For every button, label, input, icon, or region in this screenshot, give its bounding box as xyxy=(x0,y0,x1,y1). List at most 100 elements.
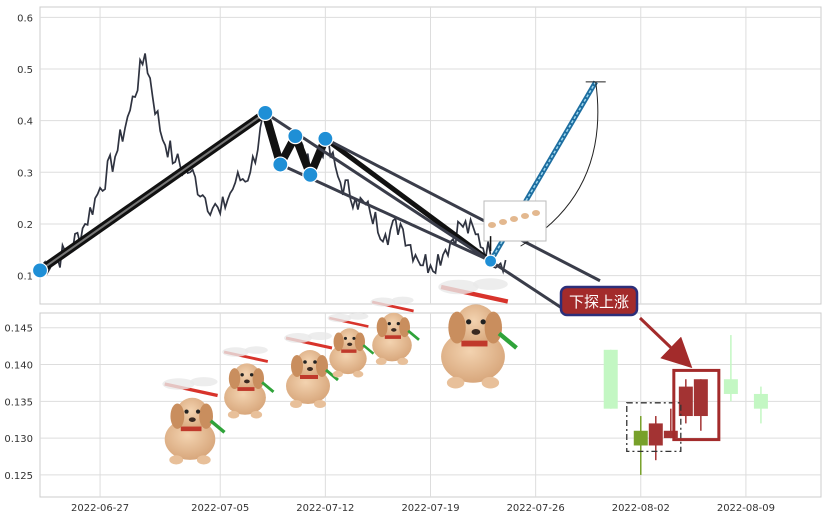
bottom-y-tick-label: 0.125 xyxy=(4,471,33,482)
pattern-point xyxy=(287,128,304,145)
propeller-wing xyxy=(370,297,396,307)
top-y-tick-label: 0.2 xyxy=(17,220,33,231)
puppy-paw xyxy=(332,370,343,378)
top-grid-x xyxy=(99,7,747,304)
puppy-toy xyxy=(362,344,375,355)
puppy-ear xyxy=(252,368,264,390)
puppy-ear xyxy=(448,311,466,344)
propeller-wing xyxy=(308,332,332,340)
x-tick-label: 2022-07-26 xyxy=(507,503,565,514)
puppy-ear xyxy=(376,317,388,338)
puppy-paw xyxy=(481,376,500,389)
puppy-eye xyxy=(303,360,307,364)
trend-line xyxy=(279,163,497,265)
x-tick-label: 2022-07-19 xyxy=(401,503,459,514)
zigzag-line xyxy=(323,136,493,264)
bottom-y-tick-label: 0.130 xyxy=(4,434,33,445)
puppy-ear xyxy=(291,355,303,377)
puppy-sticker xyxy=(222,346,275,419)
propeller-wing xyxy=(162,378,195,390)
puppy-eye xyxy=(352,336,356,340)
trend-line xyxy=(324,137,601,283)
bottom-y-tick-label: 0.140 xyxy=(4,361,33,372)
pattern-point xyxy=(483,254,498,268)
puppy-toy xyxy=(209,419,226,434)
puppy-paw xyxy=(397,357,409,365)
puppy-collar xyxy=(461,340,488,347)
annotation-box xyxy=(559,285,639,317)
puppy-ear xyxy=(354,332,365,352)
top-panel: 0.1 0.2 0.3 0.4 0.5 0.6 xyxy=(17,6,822,335)
propeller-wing xyxy=(438,279,479,295)
annotation-text: 下探上涨 xyxy=(569,293,629,311)
puppy-paw xyxy=(250,410,263,419)
candle-body xyxy=(603,349,618,409)
candles xyxy=(603,335,768,475)
top-y-tick-label: 0.5 xyxy=(17,65,33,76)
inset-puppy xyxy=(499,219,507,225)
puppy-body xyxy=(329,343,367,375)
puppy-collar xyxy=(300,375,318,379)
puppy-eye xyxy=(240,373,244,377)
x-tick-label: 2022-06-27 xyxy=(71,503,129,514)
puppy-nose xyxy=(188,417,196,422)
top-y-tick-label: 0.3 xyxy=(17,168,33,179)
puppy-toy xyxy=(261,381,275,393)
propeller-wing xyxy=(327,313,352,323)
x-tick-label: 2022-07-05 xyxy=(191,503,249,514)
inset-puppy xyxy=(510,216,518,222)
puppy-eye xyxy=(249,373,254,377)
pattern-point xyxy=(257,104,274,121)
puppy-toy xyxy=(407,329,420,341)
puppy-paw xyxy=(290,400,302,408)
x-tick-label: 2022-08-02 xyxy=(612,503,670,514)
bottom-y-tick-label: 0.145 xyxy=(4,324,33,335)
puppy-eye xyxy=(343,336,347,340)
puppy-sticker xyxy=(327,312,375,378)
pattern-points xyxy=(31,104,498,279)
annotation: 下探上涨 xyxy=(559,285,693,369)
puppy-body xyxy=(224,380,266,415)
puppy-paw xyxy=(446,376,465,389)
propeller-wing xyxy=(222,347,249,357)
puppy-ear xyxy=(316,355,328,377)
candle-body xyxy=(663,430,678,439)
candle-body xyxy=(678,386,693,417)
x-tick-label: 2022-08-09 xyxy=(717,503,775,514)
puppy-body xyxy=(164,418,216,460)
puppy-body xyxy=(441,330,505,383)
propeller-wing xyxy=(284,333,312,343)
puppy-ear xyxy=(399,317,410,338)
puppy-stickers xyxy=(162,278,518,465)
puppy-eye xyxy=(387,321,391,326)
pattern-lines xyxy=(37,80,606,335)
puppy-paw xyxy=(169,455,184,465)
puppy-eye xyxy=(466,319,472,325)
puppy-ear xyxy=(170,403,185,429)
puppy-toy xyxy=(497,331,518,350)
puppy-nose xyxy=(391,328,397,332)
puppy-paw xyxy=(353,370,364,378)
inset-puppy xyxy=(521,213,529,219)
puppy-ear xyxy=(228,368,241,390)
puppy-ear xyxy=(333,332,344,352)
propeller-wing xyxy=(190,377,218,387)
puppy-eye xyxy=(480,319,486,325)
puppy-paw xyxy=(314,400,326,408)
puppy-collar xyxy=(384,335,401,339)
top-y-tick-label: 0.6 xyxy=(17,13,33,24)
puppy-eye xyxy=(195,409,201,414)
bottom-y-tick-labels: 0.125 0.130 0.135 0.140 0.145 xyxy=(4,324,33,482)
pattern-point xyxy=(272,156,289,173)
annotation-arrow xyxy=(638,316,693,369)
candle-body xyxy=(753,393,768,409)
puppy-sticker xyxy=(370,296,420,365)
top-y-tick-label: 0.4 xyxy=(17,117,33,128)
puppy-eye xyxy=(313,360,317,364)
puppy-ear xyxy=(484,311,502,344)
propeller-wing xyxy=(473,278,508,290)
puppy-nose xyxy=(471,329,481,335)
x-tick-label: 2022-07-12 xyxy=(296,503,354,514)
